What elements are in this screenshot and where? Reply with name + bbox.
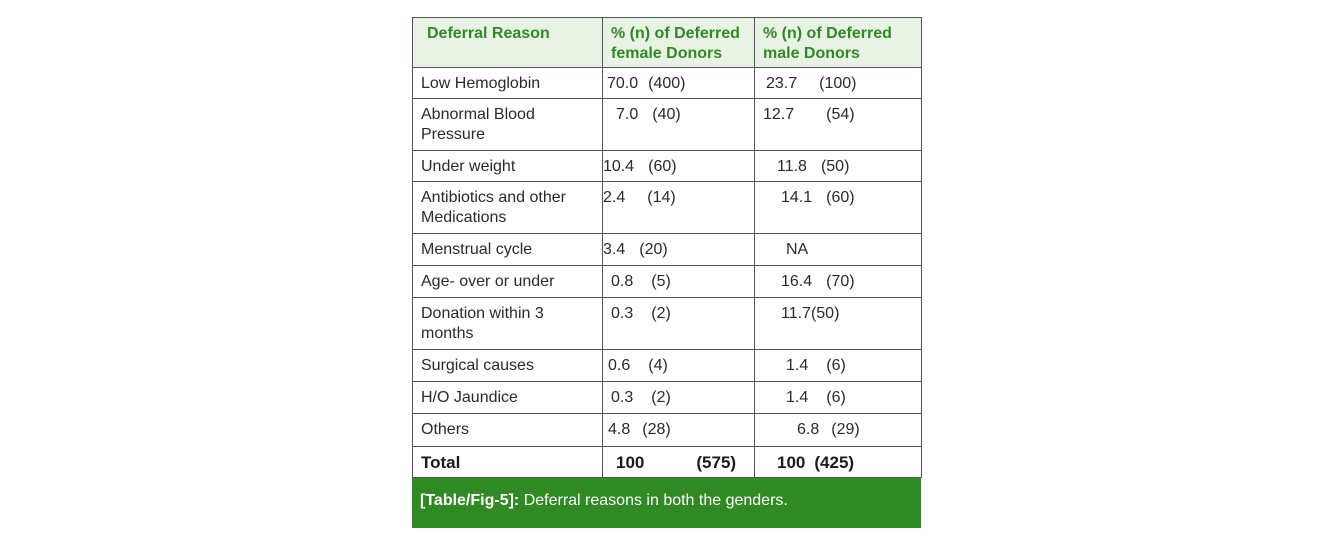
table-figure: Deferral Reason % (n) of Deferred female… — [412, 17, 922, 528]
table-row: Others 4.8 (28) 6.8 (29) — [412, 413, 922, 447]
row-female-value: 0.3 (2) — [602, 297, 755, 350]
male-count: (54) — [826, 106, 855, 123]
male-percent: 11.7 — [781, 305, 811, 322]
female-percent: 3.4 — [603, 241, 626, 258]
row-male-value: 14.1 (60) — [754, 181, 922, 234]
female-percent: 4.8 — [608, 421, 631, 438]
row-female-value: 0.3 (2) — [602, 381, 755, 414]
male-percent: 23.7 — [766, 75, 798, 92]
female-count: (20) — [639, 241, 668, 258]
row-reason: Age- over or under — [412, 265, 603, 298]
female-percent: 10.4 — [603, 158, 635, 175]
figure-caption: [Table/Fig-5]: Deferral reasons in both … — [412, 478, 921, 528]
female-count: (14) — [647, 189, 676, 206]
female-count: (40) — [652, 106, 681, 123]
table-row: Surgical causes 0.6 (4) 1.4 (6) — [412, 349, 922, 382]
table-header-row: Deferral Reason % (n) of Deferred female… — [412, 17, 922, 68]
total-male-percent: 100 — [777, 453, 806, 472]
female-count: (4) — [648, 357, 668, 374]
table-total-row: Total 100 (575) 100 (425) — [412, 446, 922, 478]
female-count: (60) — [648, 158, 677, 175]
row-reason: Others — [412, 413, 603, 447]
female-count: (5) — [651, 273, 671, 290]
male-percent: 14.1 — [781, 189, 813, 206]
row-male-value: 1.4 (6) — [754, 349, 922, 382]
table-row: H/O Jaundice 0.3 (2) 1.4 (6) — [412, 381, 922, 414]
row-reason: Menstrual cycle — [412, 233, 603, 266]
female-percent: 0.3 — [611, 305, 634, 322]
female-count: (400) — [648, 75, 686, 92]
table-row: Under weight 10.4 (60) 11.8 (50) — [412, 150, 922, 182]
female-percent: 7.0 — [616, 106, 639, 123]
total-male-count: (425) — [814, 453, 855, 472]
row-reason: Antibiotics and other Medications — [412, 181, 603, 234]
row-female-value: 3.4 (20) — [602, 233, 755, 266]
table-row: Age- over or under 0.8 (5) 16.4 (70) — [412, 265, 922, 298]
table-body: Low Hemoglobin 70.0 (400) 23.7 (100) Abnormal… — [412, 67, 922, 478]
row-male-value: 6.8 (29) — [754, 413, 922, 447]
female-percent: 0.6 — [608, 357, 631, 374]
table-row: Antibiotics and other Medications 2.4 (14)… — [412, 181, 922, 234]
total-female-count: (575) — [696, 453, 737, 472]
male-count: (29) — [831, 421, 860, 438]
female-count: (2) — [651, 389, 671, 406]
female-percent: 0.3 — [611, 389, 634, 406]
male-percent: 12.7 — [763, 106, 795, 123]
row-female-value: 4.8 (28) — [602, 413, 755, 447]
row-female-value: 2.4 (14) — [602, 181, 755, 234]
table-row: Low Hemoglobin 70.0 (400) 23.7 (100) — [412, 67, 922, 99]
male-percent: 11.8 — [777, 158, 807, 175]
row-reason: Abnormal Blood Pressure — [412, 98, 603, 151]
female-percent: 70.0 — [607, 75, 639, 92]
female-percent: 0.8 — [611, 273, 634, 290]
male-count: (100) — [819, 75, 857, 92]
caption-label: [Table/Fig-5]: — [420, 492, 520, 509]
total-label: Total — [412, 446, 603, 478]
header-female-donors: % (n) of Deferred female Donors — [602, 17, 755, 68]
row-male-value: 1.4 (6) — [754, 381, 922, 414]
male-count: (6) — [826, 389, 846, 406]
female-percent: 2.4 — [603, 189, 626, 206]
row-female-value: 0.8 (5) — [602, 265, 755, 298]
deferral-table: Deferral Reason % (n) of Deferred female… — [412, 17, 922, 478]
row-reason: Donation within 3 months — [412, 297, 603, 350]
total-female-value: 100 (575) — [602, 446, 755, 478]
total-female-percent: 100 — [616, 453, 645, 472]
row-female-value: 7.0 (40) — [602, 98, 755, 151]
row-male-value: 12.7 (54) — [754, 98, 922, 151]
row-female-value: 70.0 (400) — [602, 67, 755, 99]
total-male-value: 100 (425) — [754, 446, 922, 478]
male-count: (70) — [826, 273, 855, 290]
row-reason: Surgical causes — [412, 349, 603, 382]
male-count: (60) — [826, 189, 855, 206]
header-deferral-reason: Deferral Reason — [412, 17, 603, 68]
row-male-value: 11.8 (50) — [754, 150, 922, 182]
male-count: (6) — [826, 357, 846, 374]
row-female-value: 0.6 (4) — [602, 349, 755, 382]
row-male-value: 23.7 (100) — [754, 67, 922, 99]
male-count: (50) — [810, 305, 840, 322]
row-female-value: 10.4 (60) — [602, 150, 755, 182]
male-percent: 16.4 — [781, 273, 813, 290]
row-reason: Under weight — [412, 150, 603, 182]
row-male-value: 11.7(50) — [754, 297, 922, 350]
row-reason: H/O Jaundice — [412, 381, 603, 414]
female-count: (2) — [651, 305, 671, 322]
male-percent: 1.4 — [786, 357, 809, 374]
female-count: (28) — [642, 421, 671, 438]
table-row: Donation within 3 months 0.3 (2) 11.7(50) — [412, 297, 922, 350]
header-male-donors: % (n) of Deferred male Donors — [754, 17, 922, 68]
row-male-value: 16.4 (70) — [754, 265, 922, 298]
male-percent: 1.4 — [786, 389, 809, 406]
male-percent: 6.8 — [797, 421, 820, 438]
table-row: Menstrual cycle 3.4 (20) NA — [412, 233, 922, 266]
male-count: (50) — [820, 158, 850, 175]
table-row: Abnormal Blood Pressure 7.0 (40) 12.7 (54) — [412, 98, 922, 151]
caption-text: Deferral reasons in both the genders. — [519, 492, 788, 509]
row-male-value: NA — [754, 233, 922, 266]
row-reason: Low Hemoglobin — [412, 67, 603, 99]
male-percent: NA — [786, 241, 809, 258]
